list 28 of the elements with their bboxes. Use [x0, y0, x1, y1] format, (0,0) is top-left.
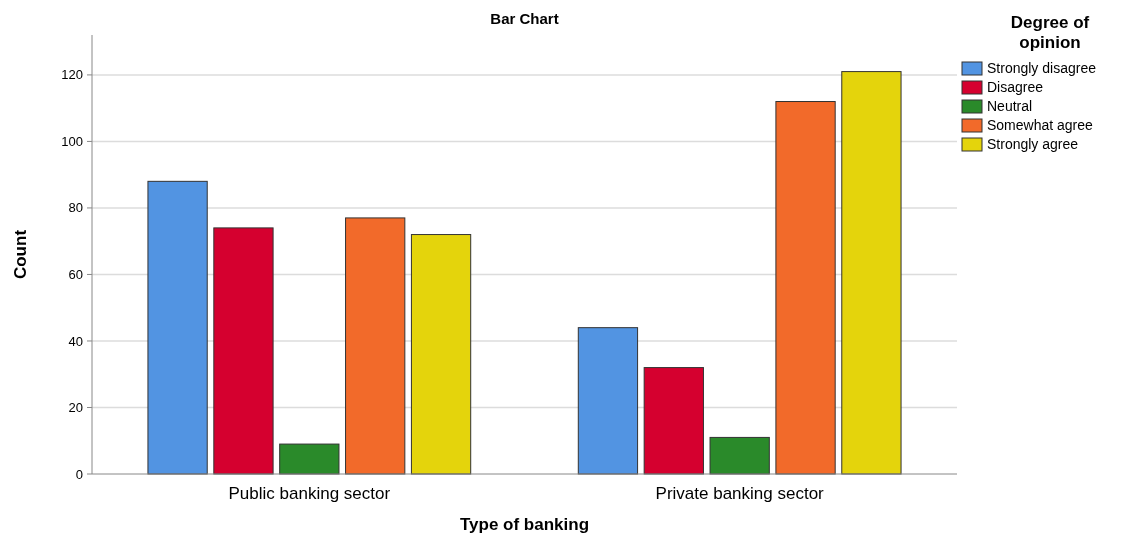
y-tick-label: 100: [61, 133, 83, 149]
bar: [213, 227, 274, 475]
legend-label: Strongly agree: [987, 135, 1079, 152]
bar: [643, 367, 704, 475]
bar: [279, 443, 340, 475]
y-tick-label: 20: [68, 400, 83, 416]
bar: [841, 71, 902, 475]
legend-label: Somewhat agree: [987, 116, 1094, 133]
y-tick-label: 120: [61, 67, 83, 83]
bar: [147, 180, 208, 475]
x-axis-title: Type of banking: [459, 515, 590, 534]
legend-label: Strongly disagree: [987, 59, 1097, 76]
y-tick-label: 60: [68, 267, 83, 282]
y-tick-label: 40: [68, 333, 83, 349]
bar: [775, 101, 836, 475]
bar: [410, 234, 472, 475]
x-tick-label: Private banking sector: [655, 484, 825, 503]
bar: [577, 327, 639, 475]
chart-title: Bar Chart: [490, 10, 559, 27]
legend-label: Disagree: [987, 78, 1044, 95]
y-axis-title: Count: [11, 229, 30, 280]
legend-label: Neutral: [987, 97, 1033, 114]
y-tick-label: 0: [75, 466, 83, 482]
bar: [709, 436, 770, 475]
x-tick-label: Public banking sector: [228, 484, 391, 503]
bar: [345, 217, 406, 475]
legend-title: Degree of opinion: [1010, 13, 1090, 52]
y-tick-label: 80: [68, 200, 83, 216]
